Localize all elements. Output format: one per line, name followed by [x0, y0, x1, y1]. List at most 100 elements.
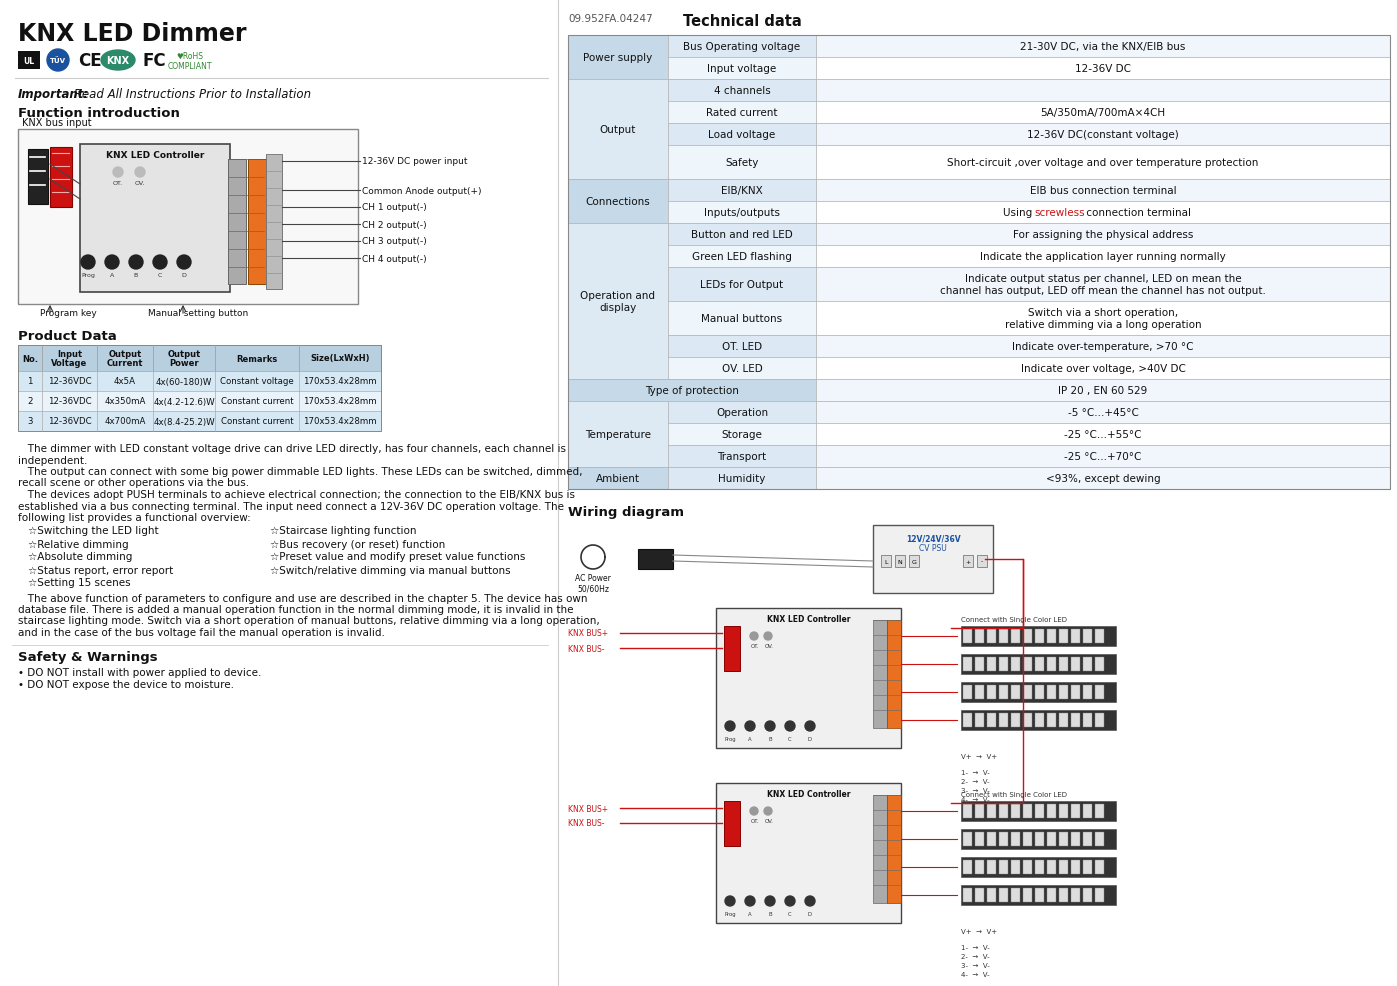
Circle shape [81, 255, 95, 270]
Bar [816, 102, 1390, 124]
Bar [999, 888, 1009, 902]
Bar [999, 629, 1009, 643]
Text: Switch via a short operation,
relative dimming via a long operation: Switch via a short operation, relative d… [1004, 308, 1201, 329]
Bar [816, 401, 1390, 424]
Bar [963, 805, 972, 818]
Bar [1071, 713, 1080, 728]
Text: KNX: KNX [106, 56, 130, 66]
Text: 12-36VDC: 12-36VDC [47, 397, 91, 406]
Bar [816, 446, 1390, 467]
Bar [569, 380, 816, 401]
Text: V+  →  V+: V+ → V+ [961, 928, 997, 934]
Bar [882, 555, 891, 567]
Bar [999, 860, 1009, 875]
Bar [1011, 629, 1020, 643]
Text: 12-36V DC: 12-36V DC [1076, 64, 1132, 74]
Text: Connect with Single Color LED: Connect with Single Color LED [961, 791, 1067, 798]
Text: Operation and
display: Operation and display [581, 291, 655, 313]
Text: KNX BUS+: KNX BUS+ [569, 804, 608, 812]
Bar [963, 888, 972, 902]
Bar [1035, 629, 1044, 643]
Text: Constant voltage: Constant voltage [221, 377, 293, 387]
Bar [999, 805, 1009, 818]
Bar [999, 685, 1009, 699]
Text: database file. There is added a manual operation function in the normal dimming : database file. There is added a manual o… [18, 604, 574, 614]
Text: ♥RoHS
COMPLIANT: ♥RoHS COMPLIANT [168, 52, 212, 71]
Bar [668, 80, 816, 102]
Bar [895, 555, 905, 567]
Text: and in the case of the bus voltage fail the manual operation is invalid.: and in the case of the bus voltage fail … [18, 627, 386, 637]
Bar [668, 358, 816, 380]
Text: established via a bus connecting terminal. The input need connect a 12V-36V DC o: established via a bus connecting termina… [18, 501, 564, 511]
Text: N: N [898, 559, 902, 564]
Text: 12-36VDC: 12-36VDC [47, 377, 91, 387]
Circle shape [154, 255, 168, 270]
Bar [80, 145, 231, 293]
Bar [18, 346, 381, 372]
Text: Constant current: Constant current [221, 397, 293, 406]
Bar [96, 346, 154, 372]
Bar [717, 608, 901, 748]
Bar [816, 35, 1390, 58]
Bar [988, 658, 996, 671]
Bar [18, 411, 381, 432]
Bar [1059, 888, 1067, 902]
Text: 4x(4.2-12.6)W: 4x(4.2-12.6)W [154, 397, 215, 406]
Text: C: C [158, 273, 162, 278]
Text: Prog: Prog [724, 737, 736, 741]
Bar [1035, 888, 1044, 902]
Bar [1046, 713, 1056, 728]
Bar [1059, 685, 1067, 699]
Text: The dimmer with LED constant voltage drive can drive LED directly, has four chan: The dimmer with LED constant voltage dri… [18, 444, 566, 454]
Text: TÜV: TÜV [50, 57, 66, 64]
Text: 3: 3 [28, 417, 32, 426]
Bar [1083, 713, 1092, 728]
Bar [816, 358, 1390, 380]
Text: Input
Voltage: Input Voltage [52, 349, 88, 368]
Bar [975, 860, 983, 875]
Bar [1046, 832, 1056, 846]
Bar [816, 467, 1390, 489]
Bar [569, 35, 668, 80]
Circle shape [805, 896, 814, 906]
Text: Power supply: Power supply [584, 53, 652, 63]
Circle shape [750, 632, 759, 640]
Bar [961, 655, 1116, 674]
Text: 2-  →  V-: 2- → V- [961, 953, 989, 959]
Text: following list provides a functional overview:: following list provides a functional ove… [18, 513, 250, 523]
Bar [668, 246, 816, 268]
Bar [961, 626, 1116, 647]
Bar [1071, 629, 1080, 643]
Circle shape [47, 50, 68, 72]
Text: ☆Bus recovery (or reset) function: ☆Bus recovery (or reset) function [270, 539, 446, 549]
Text: Humidity: Humidity [718, 473, 766, 483]
Text: CH 2 output(-): CH 2 output(-) [362, 220, 426, 230]
Bar [18, 52, 41, 70]
Bar [18, 130, 358, 305]
Text: CH 3 output(-): CH 3 output(-) [362, 238, 426, 246]
Bar [963, 860, 972, 875]
Circle shape [105, 255, 119, 270]
Bar [1023, 888, 1032, 902]
Text: 2-  →  V-: 2- → V- [961, 778, 989, 784]
Bar [1059, 658, 1067, 671]
Text: Bus Operating voltage: Bus Operating voltage [683, 42, 800, 52]
Text: Connect with Single Color LED: Connect with Single Color LED [961, 616, 1067, 622]
Bar [1071, 860, 1080, 875]
Text: 4x5A: 4x5A [115, 377, 136, 387]
Bar [816, 335, 1390, 358]
Text: Type of protection: Type of protection [645, 386, 739, 395]
Bar [963, 832, 972, 846]
Text: OT.: OT. [752, 818, 760, 823]
Bar [1046, 888, 1056, 902]
Text: L: L [884, 559, 887, 564]
Bar [975, 805, 983, 818]
Text: UL: UL [24, 56, 35, 65]
Text: connection terminal: connection terminal [1083, 208, 1192, 218]
Bar [668, 335, 816, 358]
Bar [816, 179, 1390, 202]
Circle shape [725, 722, 735, 732]
Bar [1023, 713, 1032, 728]
Text: B: B [768, 737, 771, 741]
Text: 4 channels: 4 channels [714, 86, 770, 96]
